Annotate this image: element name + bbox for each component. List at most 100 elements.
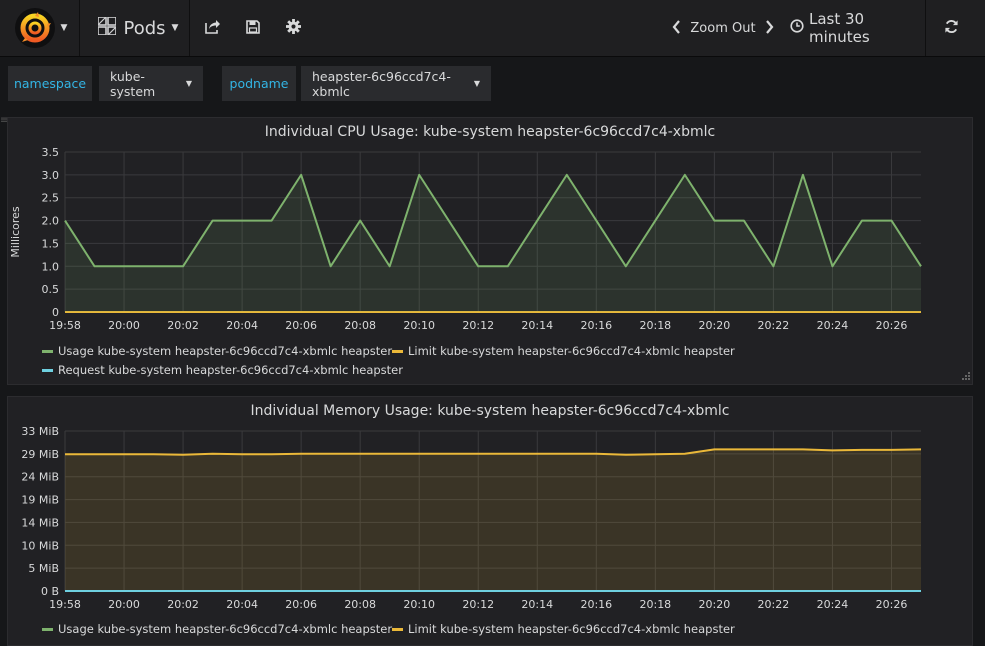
series-line — [65, 448, 922, 456]
dashboard-title: Pods — [123, 17, 166, 39]
y-tick-label: 2.5 — [42, 192, 60, 205]
memory-usage-panel: Individual Memory Usage: kube-system hea… — [7, 396, 973, 646]
legend-item-limit[interactable]: Limit kube-system heapster-6c96ccd7c4-xb… — [392, 344, 735, 358]
x-tick-label: 20:24 — [817, 598, 849, 611]
save-button[interactable] — [238, 0, 268, 56]
memory-usage-chart: 0 B 5 MiB 10 MiB 14 MiB 19 MiB 24 MiB 29 MiB 33… — [21, 425, 922, 611]
refresh-icon — [944, 19, 959, 38]
x-tick-label: 20:08 — [344, 598, 376, 611]
clock-icon — [790, 19, 804, 37]
legend-label: Request kube-system heapster-6c96ccd7c4-… — [58, 363, 403, 377]
x-tick-label: 19:58 — [49, 598, 81, 611]
caret-down-icon: ▼ — [473, 79, 480, 88]
x-tick-label: 20:22 — [758, 598, 790, 611]
x-tick-label: 20:12 — [462, 598, 494, 611]
time-range-picker[interactable]: Last 30 minutes — [790, 0, 920, 56]
legend-swatch — [42, 368, 53, 372]
time-shift-forward-button[interactable] — [757, 0, 781, 56]
y-tick-label: 24 MiB — [21, 471, 59, 484]
settings-button[interactable] — [278, 0, 308, 56]
namespace-variable-select[interactable]: kube-system ▼ — [99, 66, 203, 101]
x-tick-label: 20:22 — [758, 319, 790, 332]
y-tick-label: 0 — [52, 306, 59, 319]
series-area — [65, 449, 921, 591]
x-tick-label: 20:02 — [167, 319, 199, 332]
x-tick-label: 20:10 — [403, 319, 435, 332]
y-tick-label: 33 MiB — [21, 425, 59, 438]
x-tick-label: 20:08 — [344, 319, 376, 332]
grid-icon — [96, 15, 117, 40]
x-tick-label: 20:18 — [639, 598, 671, 611]
namespace-variable-label: namespace — [8, 66, 92, 101]
y-tick-label: 0 B — [41, 585, 59, 598]
cpu-usage-chart: 0 0.5 1.0 1.5 2.0 2.5 3.0 3.5 19:58 20:00 20:02 20:… — [9, 146, 922, 332]
y-tick-label: 19 MiB — [21, 494, 59, 507]
podname-variable-label: podname — [222, 66, 296, 101]
zoom-out-button[interactable]: Zoom Out — [690, 20, 756, 36]
x-tick-label: 19:58 — [49, 319, 81, 332]
legend-item-limit[interactable]: Limit kube-system heapster-6c96ccd7c4-xb… — [392, 622, 735, 636]
x-tick-label: 20:16 — [580, 319, 612, 332]
panel-title[interactable]: Individual CPU Usage: kube-system heapst… — [264, 124, 716, 140]
panel-title[interactable]: Individual Memory Usage: kube-system hea… — [250, 403, 730, 419]
legend-label: Usage kube-system heapster-6c96ccd7c4-xb… — [58, 344, 393, 358]
x-tick-label: 20:26 — [876, 598, 908, 611]
y-tick-label: 3.5 — [42, 146, 60, 159]
x-tick-label: 20:00 — [108, 598, 140, 611]
x-tick-label: 20:14 — [521, 319, 553, 332]
gear-icon — [285, 18, 301, 38]
variable-label: podname — [229, 76, 289, 91]
legend-swatch — [392, 349, 403, 353]
legend-label: Usage kube-system heapster-6c96ccd7c4-xb… — [58, 622, 393, 636]
chevron-right-icon — [765, 18, 774, 39]
x-tick-label: 20:24 — [817, 319, 849, 332]
x-tick-label: 20:04 — [226, 598, 258, 611]
legend-swatch — [392, 627, 403, 631]
x-tick-label: 20:12 — [462, 319, 494, 332]
legend-label: Limit kube-system heapster-6c96ccd7c4-xb… — [408, 344, 735, 358]
x-tick-label: 20:26 — [876, 319, 908, 332]
podname-variable-select[interactable]: heapster-6c96ccd7c4-xbmlc ▼ — [301, 66, 491, 101]
legend-swatch — [42, 349, 53, 353]
x-tick-label: 20:00 — [108, 319, 140, 332]
legend-item-request[interactable]: Request kube-system heapster-6c96ccd7c4-… — [42, 363, 403, 377]
y-axis-label: Millicores — [9, 206, 22, 258]
share-icon — [205, 19, 221, 38]
refresh-button[interactable] — [933, 0, 969, 56]
y-tick-label: 1.5 — [42, 237, 60, 250]
legend-item-usage[interactable]: Usage kube-system heapster-6c96ccd7c4-xb… — [42, 622, 392, 636]
time-shift-back-button[interactable] — [664, 0, 688, 56]
x-tick-label: 20:16 — [580, 598, 612, 611]
legend-item-usage[interactable]: Usage kube-system heapster-6c96ccd7c4-xb… — [42, 344, 392, 358]
y-tick-label: 0.5 — [42, 283, 60, 296]
row-collapse-handle-icon[interactable]: ≡ — [0, 115, 9, 126]
x-tick-label: 20:04 — [226, 319, 258, 332]
y-tick-label: 14 MiB — [21, 516, 59, 529]
y-tick-label: 5 MiB — [28, 562, 59, 575]
x-tick-label: 20:20 — [699, 598, 731, 611]
y-tick-label: 29 MiB — [21, 448, 59, 461]
series-line — [64, 173, 922, 268]
legend-label: Limit kube-system heapster-6c96ccd7c4-xb… — [408, 622, 735, 636]
y-tick-label: 10 MiB — [21, 539, 59, 552]
navbar: ▼ Pods ▼ — [0, 0, 985, 57]
share-button[interactable] — [198, 0, 228, 56]
x-tick-label: 20:10 — [403, 598, 435, 611]
caret-down-icon: ▼ — [185, 79, 192, 88]
grafana-logo-icon — [14, 8, 55, 48]
variable-label: namespace — [13, 76, 87, 91]
legend-swatch — [42, 627, 53, 631]
y-tick-label: 3.0 — [42, 169, 60, 182]
grafana-menu-button[interactable]: ▼ — [6, 0, 76, 56]
dashboard-picker-button[interactable]: Pods ▼ — [88, 0, 188, 56]
variable-value: heapster-6c96ccd7c4-xbmlc — [312, 68, 451, 99]
variable-value: kube-system — [110, 68, 156, 99]
cpu-usage-panel: Individual CPU Usage: kube-system heapst… — [7, 117, 973, 385]
caret-down-icon: ▼ — [171, 23, 179, 33]
caret-down-icon: ▼ — [60, 23, 68, 33]
time-range-label: Last 30 minutes — [809, 10, 870, 46]
x-tick-label: 20:18 — [639, 319, 671, 332]
chevron-left-icon — [672, 18, 681, 39]
x-tick-label: 20:20 — [699, 319, 731, 332]
resize-handle-icon[interactable] — [960, 372, 970, 382]
